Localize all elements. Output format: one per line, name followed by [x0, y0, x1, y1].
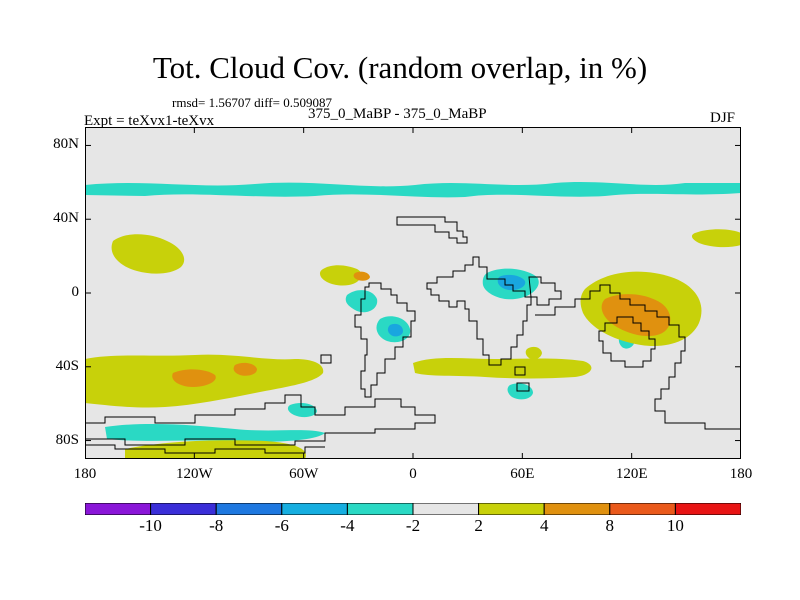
colorbar — [85, 503, 741, 515]
colorbar-bin — [609, 503, 676, 515]
yellow-north-pacific-patch — [111, 234, 185, 274]
colorbar-tick-label: 10 — [666, 516, 684, 535]
colorbar-bin — [478, 503, 545, 515]
colorbar-bin — [85, 503, 152, 515]
colorbar-bin — [281, 503, 348, 515]
y-tick-label: 40S — [55, 357, 79, 374]
africa-outline — [426, 256, 532, 366]
antarctic-inner-outline — [85, 444, 325, 454]
period-label: 375_0_MaBP - 375_0_MaBP — [308, 106, 487, 122]
colorbar-tick-label: -2 — [405, 516, 421, 535]
x-tick-label: 0 — [409, 466, 417, 482]
colorbar-tick-label: -8 — [209, 516, 224, 535]
x-tick-label: 60E — [510, 466, 535, 482]
axis-ticks — [85, 127, 741, 459]
stats-label: rmsd= 1.56707 diff= 0.509087 — [172, 95, 332, 110]
southern-ocean-islands — [514, 366, 530, 392]
south-america-outline — [354, 282, 416, 398]
orange-south-pacific-core — [172, 369, 216, 387]
map-title: Tot. Cloud Cov. (random overlap, in %) — [152, 50, 648, 85]
colorbar-tick-label: -10 — [139, 516, 162, 535]
colorbar-tick-label: 2 — [474, 516, 483, 535]
positive-anomaly-regions — [85, 229, 741, 459]
yellow-southern-africa-patch — [525, 346, 542, 360]
north-africa-coast — [396, 216, 468, 244]
y-tick-label: 40N — [53, 210, 79, 227]
colorbar-tick-label: 8 — [605, 516, 615, 535]
yellow-south-indian-band — [413, 358, 592, 379]
cloud-cover-map — [85, 127, 741, 459]
x-tick-label: 120W — [175, 466, 213, 482]
colorbar-bin — [674, 503, 741, 515]
yellow-east-pacific-patch — [691, 229, 741, 248]
cyan-south-band — [105, 423, 325, 442]
blue-south-atlantic-core — [387, 323, 403, 337]
yellow-north-atlantic-patch — [319, 265, 362, 286]
colorbar-tick-label: -6 — [274, 516, 289, 535]
colorbar-bin — [412, 503, 480, 515]
season-label: DJF — [710, 110, 736, 126]
colorbar-bin — [150, 503, 217, 515]
antarctic-outline — [85, 394, 436, 446]
y-tick-label: 0 — [71, 284, 80, 300]
maritime-continent-outline — [535, 284, 741, 430]
colorbar-bins — [85, 503, 741, 515]
orange-east-pacific-core — [233, 362, 257, 376]
negative-anomaly-regions — [85, 182, 741, 442]
coastlines — [85, 216, 741, 454]
experiment-label: Expt = teXvx1-teXvx — [84, 113, 215, 129]
colorbar-bin — [215, 503, 283, 515]
x-tick-label: 180 — [73, 466, 97, 482]
orange-maritime-core — [601, 294, 671, 337]
x-tick-label: 120E — [615, 466, 648, 482]
colorbar-tick-label: -4 — [340, 516, 355, 535]
y-tick-label: 80S — [55, 431, 79, 448]
y-tick-label: 80N — [53, 136, 79, 153]
arabia-outline — [528, 276, 562, 306]
pacific-island-outline — [320, 354, 332, 364]
x-tick-label: 180 — [729, 466, 753, 482]
colorbar-tick-label: 4 — [539, 516, 549, 535]
x-tick-label: 60W — [289, 466, 319, 482]
cyan-band-north — [85, 182, 741, 198]
australia-outline — [598, 316, 656, 368]
colorbar-bin — [346, 503, 414, 515]
colorbar-bin — [543, 503, 611, 515]
orange-north-atlantic-spot — [353, 271, 370, 281]
